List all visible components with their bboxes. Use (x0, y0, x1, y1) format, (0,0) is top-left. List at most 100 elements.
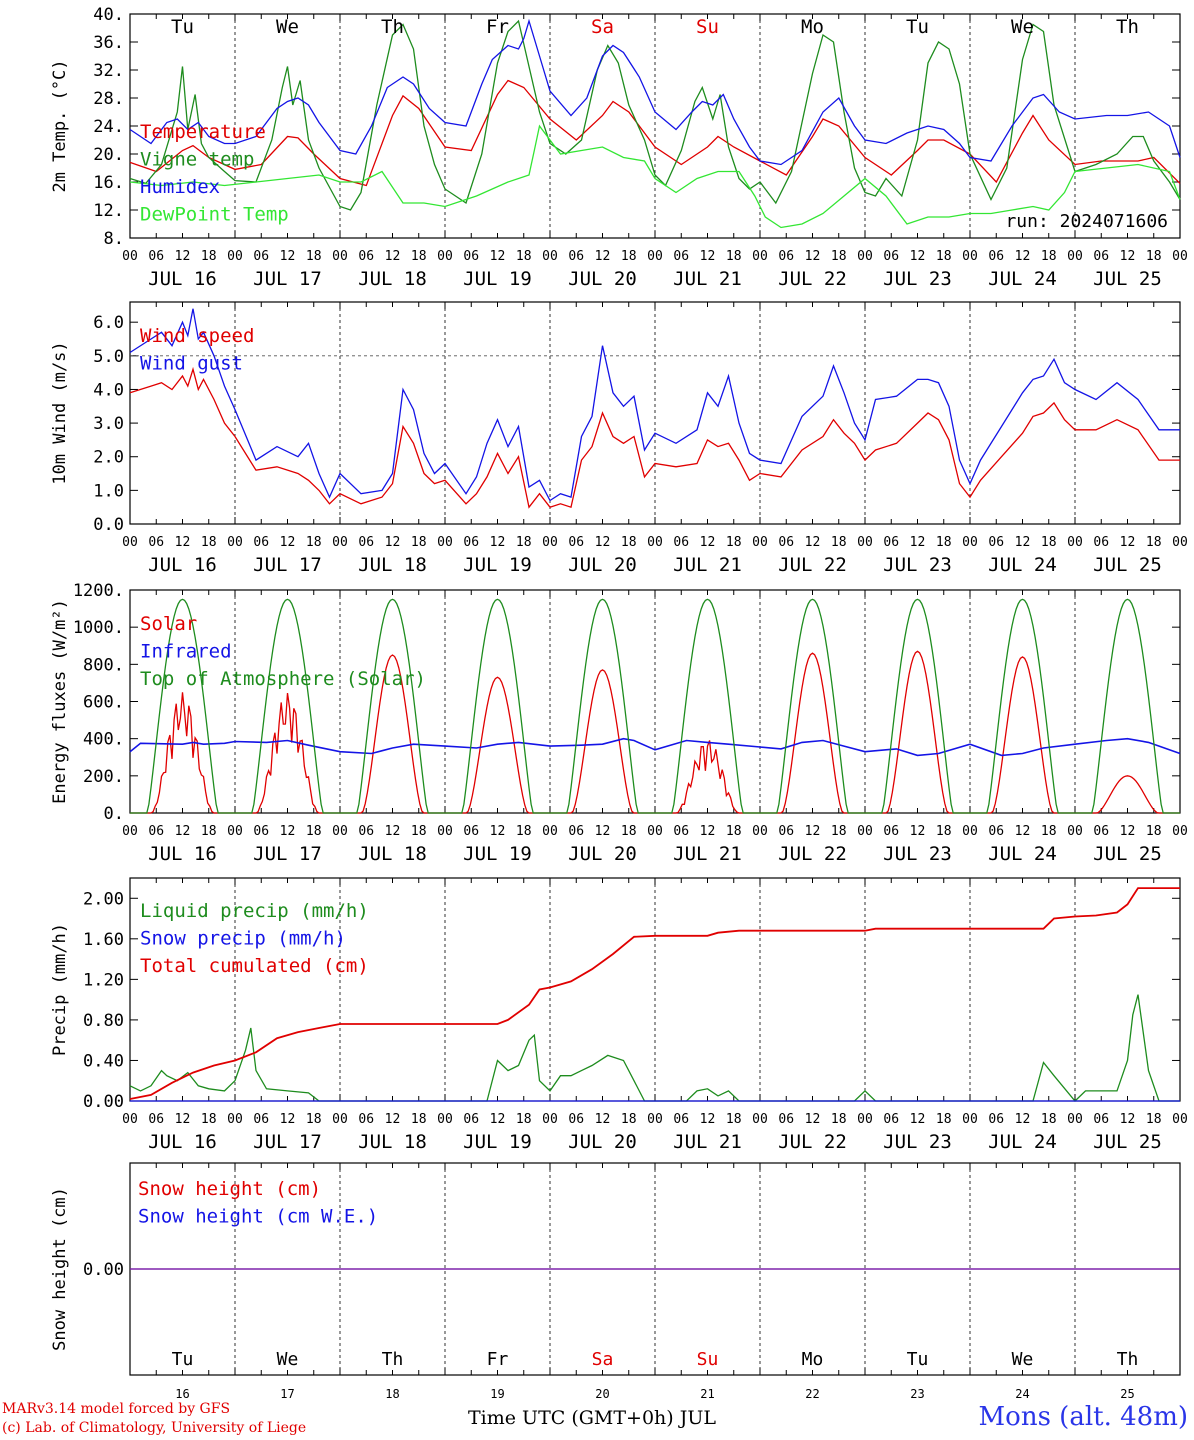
hour-tick-label: 12 (490, 1112, 506, 1127)
series-line-dewpoint-temp (129, 124, 1181, 229)
y-tick-label: 36. (93, 33, 124, 53)
y-tick-label: 0.40 (83, 1051, 124, 1071)
day-label: JUL 23 (883, 1131, 952, 1153)
y-tick-label: 20. (93, 145, 124, 165)
series-line-infrared (129, 737, 1181, 757)
hour-tick-label: 00 (122, 535, 138, 550)
day-label: JUL 24 (988, 554, 1057, 576)
y-tick-label: 1000. (73, 618, 124, 638)
hour-tick-label: 18 (726, 824, 742, 839)
hour-tick-label: 06 (148, 1112, 164, 1127)
hour-tick-label: 06 (1093, 249, 1109, 264)
hour-tick-label: 06 (148, 824, 164, 839)
day-label: JUL 25 (1093, 268, 1162, 290)
day-number-label: 22 (805, 1387, 819, 1401)
y-tick-label: 6.0 (93, 313, 124, 333)
weekday-label: Su (696, 16, 719, 38)
hour-tick-label: 06 (883, 535, 899, 550)
hour-tick-label: 00 (752, 1112, 768, 1127)
hour-tick-label: 06 (358, 1112, 374, 1127)
hour-tick-label: 18 (306, 1112, 322, 1127)
day-number-label: 16 (175, 1387, 189, 1401)
day-label: JUL 20 (568, 1131, 637, 1153)
hour-tick-label: 12 (1120, 535, 1136, 550)
hour-tick-label: 06 (463, 249, 479, 264)
hour-tick-label: 06 (463, 535, 479, 550)
legend-entry: Snow precip (mm/h) (140, 928, 346, 950)
hour-tick-label: 18 (726, 1112, 742, 1127)
hour-tick-label: 06 (358, 535, 374, 550)
hour-tick-label: 06 (568, 824, 584, 839)
hour-tick-label: 18 (411, 535, 427, 550)
hour-tick-label: 06 (463, 824, 479, 839)
hour-tick-label: 18 (831, 1112, 847, 1127)
hour-tick-label: 12 (700, 535, 716, 550)
hour-tick-label: 00 (1172, 1112, 1188, 1127)
hour-tick-label: 00 (857, 535, 873, 550)
lab-credit: (c) Lab. of Climatology, University of L… (2, 1420, 307, 1436)
hour-tick-label: 18 (306, 249, 322, 264)
hour-tick-label: 06 (568, 1112, 584, 1127)
hour-tick-label: 12 (910, 249, 926, 264)
hour-tick-label: 18 (201, 249, 217, 264)
y-tick-label: 0.80 (83, 1011, 124, 1031)
hour-tick-label: 18 (1041, 824, 1057, 839)
day-label: JUL 19 (463, 268, 532, 290)
y-tick-label: 2.00 (83, 889, 124, 909)
hour-tick-label: 18 (831, 824, 847, 839)
hour-tick-label: 00 (122, 1112, 138, 1127)
hour-tick-label: 12 (175, 535, 191, 550)
hour-tick-label: 12 (700, 249, 716, 264)
day-label: JUL 16 (148, 268, 217, 290)
model-credit: MARv3.14 model forced by GFS (2, 1401, 231, 1417)
legend-entry: Vigne temp (140, 149, 254, 171)
hour-tick-label: 18 (516, 249, 532, 264)
day-label: JUL 19 (463, 843, 532, 865)
day-label: JUL 16 (148, 843, 217, 865)
hour-tick-label: 00 (542, 824, 558, 839)
hour-tick-label: 12 (385, 1112, 401, 1127)
hour-tick-label: 06 (883, 824, 899, 839)
weekday-label: We (276, 16, 299, 38)
hour-tick-label: 00 (332, 249, 348, 264)
hour-tick-label: 18 (621, 249, 637, 264)
hour-tick-label: 18 (1041, 535, 1057, 550)
hour-tick-label: 06 (148, 249, 164, 264)
hour-tick-label: 12 (490, 249, 506, 264)
day-number-label: 25 (1120, 1387, 1134, 1401)
weekday-label: Su (697, 1349, 719, 1370)
hour-tick-label: 06 (148, 535, 164, 550)
hour-tick-label: 00 (122, 824, 138, 839)
hour-tick-label: 00 (752, 535, 768, 550)
legend-entry: Temperature (140, 121, 266, 143)
day-label: JUL 16 (148, 554, 217, 576)
day-label: JUL 23 (883, 554, 952, 576)
hour-tick-label: 00 (962, 824, 978, 839)
hour-tick-label: 00 (857, 1112, 873, 1127)
y-tick-label: 600. (83, 693, 124, 713)
y-tick-label: 0.0 (93, 515, 124, 535)
y-tick-label: 800. (83, 655, 124, 675)
day-label: JUL 20 (568, 268, 637, 290)
day-label: JUL 22 (778, 843, 847, 865)
series-line-top-of-atmosphere-solar- (130, 598, 1180, 814)
weekday-label: Sa (591, 16, 614, 38)
y-tick-label: 12. (93, 201, 124, 221)
y-tick-label: 8. (104, 229, 124, 249)
y-tick-label: 5.0 (93, 347, 124, 367)
hour-tick-label: 12 (385, 535, 401, 550)
hour-tick-label: 12 (490, 824, 506, 839)
time-axis-label: Time UTC (GMT+0h) JUL (468, 1407, 716, 1429)
hour-tick-label: 06 (253, 824, 269, 839)
day-label: JUL 24 (988, 843, 1057, 865)
hour-tick-label: 06 (253, 249, 269, 264)
hour-tick-label: 12 (1120, 824, 1136, 839)
day-label: JUL 25 (1093, 1131, 1162, 1153)
hour-tick-label: 00 (962, 535, 978, 550)
hour-tick-label: 12 (805, 1112, 821, 1127)
hour-tick-label: 12 (595, 824, 611, 839)
y-axis-label: Snow height (cm) (50, 1187, 70, 1351)
day-label: JUL 21 (673, 554, 742, 576)
hour-tick-label: 00 (752, 824, 768, 839)
